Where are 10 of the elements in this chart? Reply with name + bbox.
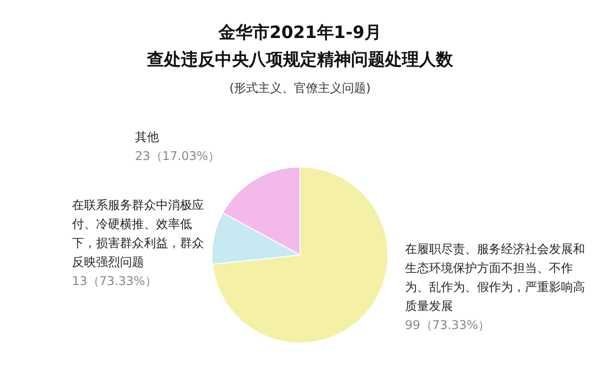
slice-label: 在联系服务群众中消极应付、冷硬横推、效率低下，损害群众利益，群众反映强烈问题: [72, 197, 204, 271]
data-label: 99（73.33%）: [405, 317, 492, 334]
slice-label: 在履职尽责、服务经济社会发展和生态环境保护方面不担当、不作为、乱作为、假作为，严重影响高质量发展: [405, 241, 586, 315]
slice-label: 其他: [135, 129, 160, 146]
chart-subtitle: 查处违反中央八项规定精神问题处理人数: [146, 49, 454, 72]
chart-title: 金华市2021年1-9月: [217, 22, 383, 45]
text: (形式主义、官僚主义问题): [228, 80, 372, 97]
pie-slice: [212, 166, 388, 344]
data-label: 23（17.03%）: [135, 148, 222, 165]
data-label: 13（73.33%）: [72, 273, 158, 290]
